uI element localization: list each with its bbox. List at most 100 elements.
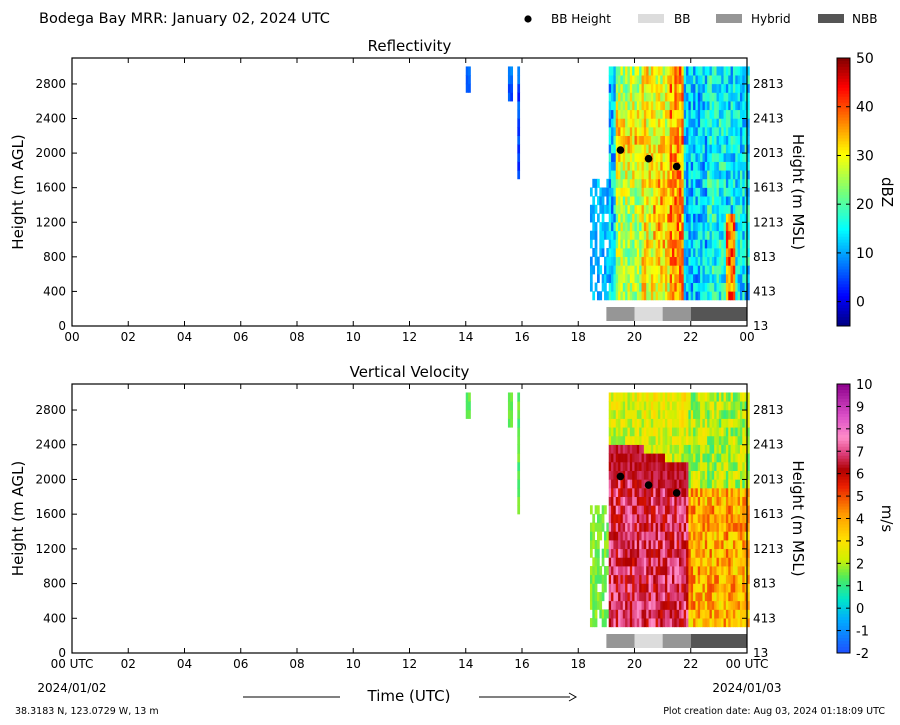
data-cell — [679, 409, 682, 419]
colorbar-segment — [837, 260, 850, 264]
data-cell — [606, 247, 610, 258]
data-cell — [693, 256, 696, 266]
data-cell — [606, 204, 610, 214]
data-cell — [667, 609, 671, 619]
data-cell — [695, 230, 699, 240]
data-cell — [723, 291, 727, 301]
data-cell — [629, 392, 633, 402]
data-cell — [655, 427, 659, 437]
data-cell — [723, 496, 727, 506]
x-tick-label: 14 — [458, 330, 473, 344]
data-cell — [732, 522, 736, 532]
data-cell — [693, 213, 696, 223]
data-cell — [634, 592, 638, 602]
data-cell — [627, 592, 631, 602]
data-cell — [648, 574, 652, 584]
data-cell — [622, 401, 626, 411]
data-cell — [611, 548, 614, 558]
colorbar-segment — [837, 221, 850, 226]
data-cell — [744, 600, 748, 610]
data-cell — [735, 75, 739, 85]
data-cell — [695, 453, 699, 463]
data-cell — [672, 239, 675, 249]
data-cell — [662, 265, 666, 275]
data-cell — [739, 479, 743, 489]
data-cell — [728, 444, 731, 454]
data-cell — [716, 187, 720, 197]
data-cell — [601, 282, 605, 292]
data-cell — [657, 256, 661, 266]
data-cell — [643, 513, 647, 524]
data-cell — [660, 618, 664, 628]
data-cell — [517, 505, 521, 515]
data-cell — [629, 592, 633, 602]
data-cell — [714, 592, 717, 602]
data-cell — [660, 83, 664, 93]
colorbar-segment — [837, 521, 850, 525]
data-cell — [690, 109, 694, 119]
data-cell — [611, 196, 614, 206]
data-cell — [657, 152, 661, 162]
data-cell — [653, 392, 656, 402]
data-cell — [704, 273, 708, 283]
data-cell — [636, 126, 640, 137]
data-cell — [629, 247, 633, 258]
data-cell — [723, 152, 727, 162]
data-cell — [744, 92, 748, 102]
data-cell — [739, 230, 743, 240]
data-cell — [620, 161, 624, 171]
x-tick-label: 18 — [571, 657, 586, 671]
data-cell — [672, 409, 675, 419]
data-cell — [618, 496, 621, 506]
colorbar-tick-label: 3 — [856, 535, 864, 550]
data-cell — [697, 135, 701, 145]
data-cell — [639, 126, 642, 137]
data-cell — [737, 574, 741, 584]
data-cell — [625, 92, 628, 102]
data-cell — [674, 126, 678, 137]
data-cell — [695, 75, 699, 85]
bb-height-point — [616, 146, 625, 154]
data-cell — [672, 75, 675, 85]
data-cell — [674, 239, 678, 249]
data-cell — [723, 273, 727, 283]
data-cell — [702, 135, 706, 145]
data-cell — [618, 230, 621, 240]
data-cell — [648, 401, 652, 411]
data-cell — [660, 126, 664, 137]
data-cell — [672, 204, 675, 214]
data-cell — [683, 118, 687, 128]
data-cell — [739, 618, 743, 628]
data-cell — [618, 75, 621, 85]
data-cell — [608, 178, 612, 188]
data-cell — [655, 101, 659, 111]
data-cell — [728, 66, 731, 76]
data-cell — [709, 222, 713, 232]
data-cell — [667, 496, 671, 506]
data-cell — [690, 83, 694, 93]
data-cell — [648, 83, 652, 93]
data-cell — [632, 453, 635, 463]
data-cell — [742, 609, 746, 619]
data-cell — [613, 161, 617, 171]
data-cell — [688, 178, 692, 188]
data-cell — [604, 222, 607, 232]
data-cell — [700, 487, 703, 498]
data-cell — [618, 204, 621, 214]
data-cell — [650, 239, 654, 249]
data-cell — [718, 522, 722, 532]
data-cell — [704, 444, 708, 454]
colorbar-segment — [837, 156, 850, 160]
data-cell — [742, 204, 746, 214]
colorbar-segment — [837, 500, 850, 505]
data-cell — [615, 265, 619, 275]
data-cell — [732, 247, 736, 258]
data-cell — [702, 548, 706, 558]
data-cell — [676, 435, 680, 445]
data-cell — [681, 187, 685, 197]
data-cell — [700, 531, 703, 541]
data-cell — [655, 256, 659, 266]
data-cell — [613, 409, 617, 419]
data-cell — [693, 247, 696, 258]
data-cell — [634, 470, 638, 480]
